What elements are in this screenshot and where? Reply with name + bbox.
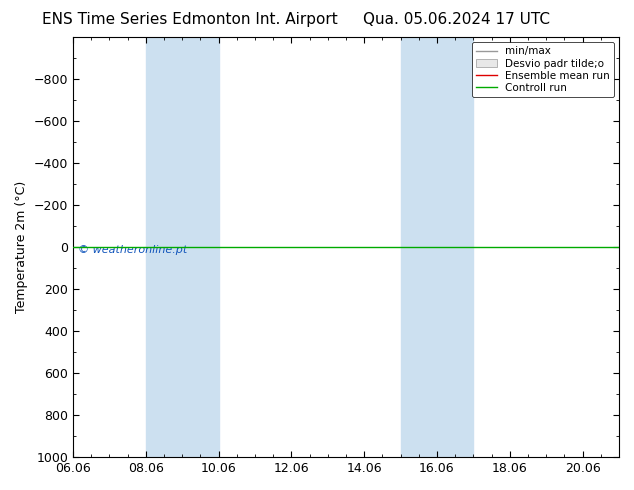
Text: ENS Time Series Edmonton Int. Airport: ENS Time Series Edmonton Int. Airport: [42, 12, 338, 27]
Bar: [146, 37, 219, 457]
Y-axis label: Temperature 2m (°C): Temperature 2m (°C): [15, 181, 28, 313]
Text: © weatheronline.pt: © weatheronline.pt: [79, 245, 188, 255]
Text: Qua. 05.06.2024 17 UTC: Qua. 05.06.2024 17 UTC: [363, 12, 550, 27]
Legend: min/max, Desvio padr tilde;o, Ensemble mean run, Controll run: min/max, Desvio padr tilde;o, Ensemble m…: [472, 42, 614, 97]
Bar: [401, 37, 474, 457]
